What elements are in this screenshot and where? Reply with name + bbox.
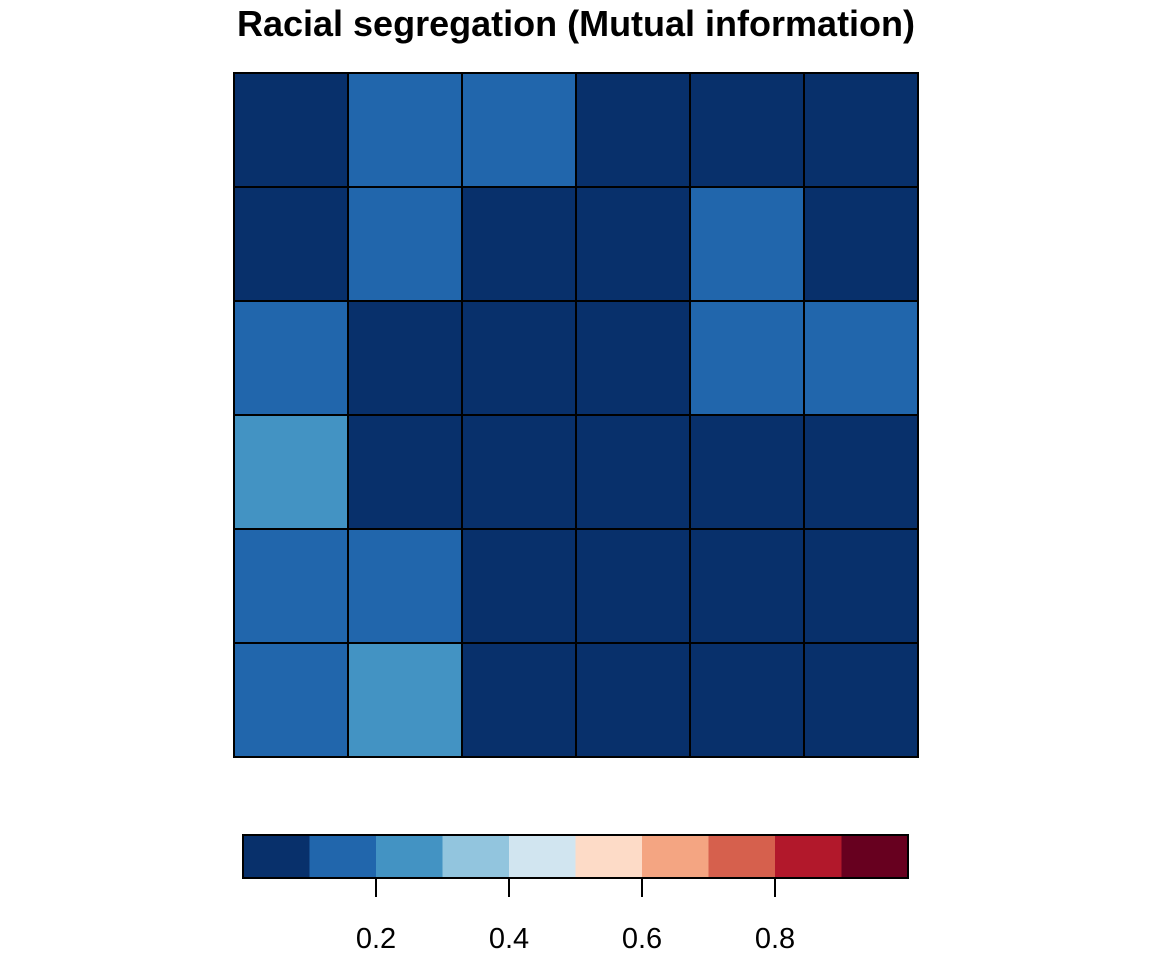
heatmap-cell <box>803 642 919 758</box>
heatmap-cell <box>347 300 463 416</box>
heatmap-cell <box>803 186 919 302</box>
heatmap-cell <box>689 414 805 530</box>
colorbar-frame <box>242 834 909 879</box>
heatmap-cell <box>461 642 577 758</box>
heatmap-cell <box>575 642 691 758</box>
chart-title: Racial segregation (Mutual information) <box>237 3 915 44</box>
heatmap-cell <box>689 300 805 416</box>
colorbar-bin <box>509 835 576 878</box>
heatmap-cell <box>689 186 805 302</box>
heatmap-cell <box>803 414 919 530</box>
heatmap-cell <box>461 186 577 302</box>
heatmap-cell <box>803 300 919 416</box>
heatmap-cell <box>461 72 577 188</box>
colorbar-bin <box>309 835 377 878</box>
colorbar-bin <box>775 835 842 878</box>
heatmap-cell <box>575 300 691 416</box>
colorbar: 0.2 0.4 0.6 0.8 <box>242 834 909 955</box>
heatmap-cell <box>233 414 349 530</box>
heatmap-cell <box>233 300 349 416</box>
heatmap-cell <box>347 186 463 302</box>
heatmap-cell <box>575 414 691 530</box>
colorbar-bin <box>841 835 909 878</box>
heatmap-cell <box>575 72 691 188</box>
heatmap-cell <box>347 528 463 644</box>
heatmap-cell <box>233 72 349 188</box>
heatmap-cell <box>689 72 805 188</box>
colorbar-bin <box>442 835 510 878</box>
heatmap-cell <box>233 642 349 758</box>
heatmap-cell <box>689 642 805 758</box>
colorbar-bin <box>708 835 776 878</box>
heatmap-cell <box>803 528 919 644</box>
heatmap-cell <box>689 528 805 644</box>
heatmap-cell <box>461 528 577 644</box>
colorbar-tick-label: 0.8 <box>755 923 795 955</box>
heatmap-grid <box>233 72 919 758</box>
heatmap-cell <box>461 414 577 530</box>
colorbar-tick-label: 0.6 <box>622 923 662 955</box>
colorbar-bin <box>376 835 443 878</box>
heatmap-cell <box>347 72 463 188</box>
colorbar-tick-label: 0.2 <box>356 923 396 955</box>
heatmap-cell <box>233 528 349 644</box>
heatmap-cell <box>347 414 463 530</box>
heatmap-cell <box>461 300 577 416</box>
colorbar-bin <box>575 835 643 878</box>
heatmap-cell <box>233 186 349 302</box>
colorbar-bin <box>642 835 709 878</box>
colorbar-bin <box>243 835 310 878</box>
heatmap-cell <box>575 528 691 644</box>
heatmap-cell <box>347 642 463 758</box>
colorbar-tick-label: 0.4 <box>489 923 529 955</box>
heatmap-cell <box>803 72 919 188</box>
heatmap-cell <box>575 186 691 302</box>
